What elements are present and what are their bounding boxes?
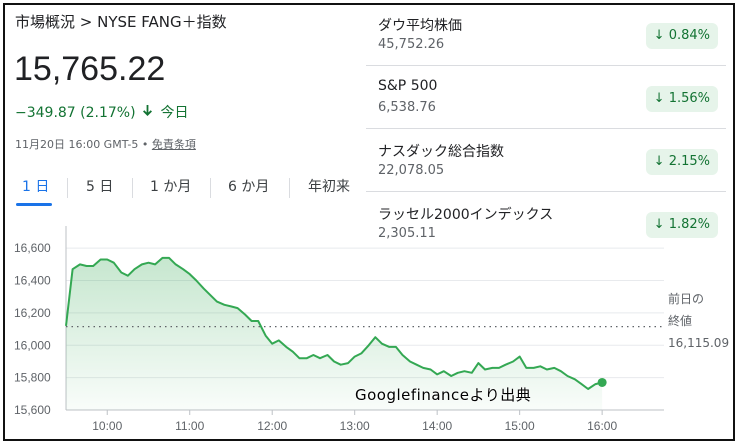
change-value: −349.87 (2.17%)	[15, 105, 136, 121]
tab-1d[interactable]: 1 日	[22, 179, 50, 195]
index-item-nasdaq[interactable]: ナスダック総合指数 22,078.05 ↓ 2.15%	[366, 129, 726, 192]
index-name: ラッセル2000インデックス	[378, 207, 554, 223]
arrow-down-icon: ↓	[653, 91, 665, 106]
x-tick-label: 13:00	[340, 419, 370, 433]
change-badge: ↓ 2.15%	[645, 149, 718, 175]
change-percent: 1.56%	[668, 91, 710, 106]
x-tick-label: 14:00	[422, 419, 452, 433]
tab-divider	[210, 178, 211, 198]
index-name: ナスダック総合指数	[378, 144, 504, 160]
range-tabs: 1 日 5 日 1 か月 6 か月 年初来	[8, 176, 363, 206]
index-price: 15,765.22	[14, 50, 166, 88]
arrow-down-icon	[142, 105, 154, 121]
y-tick-label: 16,400	[14, 274, 51, 288]
index-value: 45,752.26	[378, 37, 445, 52]
change-percent: 1.82%	[668, 217, 710, 232]
prev-close-value: 16,115.09	[668, 336, 730, 350]
source-watermark: Googlefinanceより出典	[355, 386, 532, 404]
arrow-down-icon: ↓	[653, 154, 665, 169]
timestamp: 11月20日 16:00 GMT-5 •	[15, 138, 149, 151]
tab-6m[interactable]: 6 か月	[228, 179, 270, 195]
index-value: 2,305.11	[378, 226, 436, 241]
index-name: ダウ平均株価	[378, 18, 462, 34]
y-tick-label: 16,000	[14, 338, 51, 352]
tab-ytd[interactable]: 年初来	[308, 179, 350, 195]
change-percent: 2.15%	[668, 154, 710, 169]
change-badge: ↓ 0.84%	[645, 23, 718, 49]
change-badge: ↓ 1.56%	[645, 86, 718, 112]
index-name: S&P 500	[378, 78, 438, 94]
x-tick-label: 15:00	[505, 419, 535, 433]
current-price-marker	[597, 377, 607, 387]
arrow-down-icon: ↓	[653, 28, 665, 43]
index-value: 6,538.76	[378, 100, 436, 115]
index-item-sp500[interactable]: S&P 500 6,538.76 ↓ 1.56%	[366, 66, 726, 129]
tab-5d[interactable]: 5 日	[86, 179, 114, 195]
price-change: −349.87 (2.17%) 今日	[15, 102, 188, 122]
index-item-dow[interactable]: ダウ平均株価 45,752.26 ↓ 0.84%	[366, 3, 726, 66]
y-tick-label: 16,600	[14, 241, 51, 255]
price-chart[interactable]: 16,600 16,400 16,200 16,000 15,800 15,600 10:0…	[0, 210, 740, 446]
change-percent: 0.84%	[668, 28, 710, 43]
index-item-russell[interactable]: ラッセル2000インデックス 2,305.11 ↓ 1.82%	[366, 192, 726, 254]
prev-close-title-2: 終値	[668, 314, 693, 328]
tab-divider	[289, 178, 290, 198]
arrow-down-icon: ↓	[653, 217, 665, 232]
prev-close-label: 前日の 終値 16,115.09	[668, 288, 729, 354]
tab-divider	[67, 178, 68, 198]
change-period: 今日	[160, 105, 189, 121]
x-tick-label: 12:00	[257, 419, 287, 433]
prev-close-title-1: 前日の	[668, 292, 705, 306]
disclaimer-link[interactable]: 免責条項	[151, 138, 196, 151]
x-tick-label: 11:00	[175, 419, 204, 433]
tab-divider	[132, 178, 133, 198]
change-badge: ↓ 1.82%	[645, 212, 718, 238]
index-value: 22,078.05	[378, 163, 445, 178]
y-tick-label: 16,200	[14, 306, 51, 320]
price-area	[66, 257, 603, 410]
tab-1m[interactable]: 1 か月	[150, 179, 192, 195]
y-tick-label: 15,800	[14, 371, 51, 385]
timestamp-meta: 11月20日 16:00 GMT-5 • 免責条項	[15, 136, 196, 152]
y-tick-label: 15,600	[14, 403, 51, 417]
x-tick-label: 16:00	[587, 419, 617, 433]
active-tab-indicator	[16, 203, 52, 206]
x-tick-label: 10:00	[92, 419, 122, 433]
price-line	[65, 256, 603, 390]
breadcrumb[interactable]: 市場概況 > NYSE FANG＋指数	[15, 13, 227, 31]
